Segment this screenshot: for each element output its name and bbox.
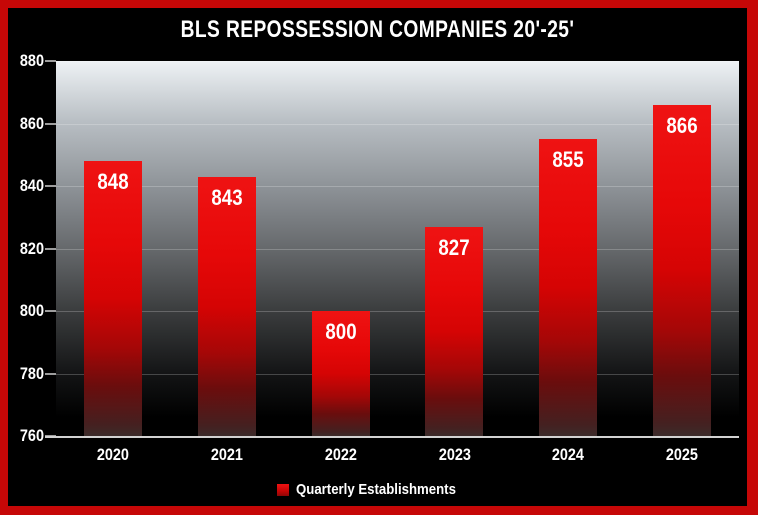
plot-area: [56, 61, 739, 436]
y-axis-label-780: 780: [19, 364, 44, 383]
y-axis-label-820: 820: [19, 239, 44, 258]
y-tick-880: [45, 60, 56, 62]
gridline-800: [56, 311, 739, 312]
y-tick-840: [45, 185, 56, 187]
gridline-840: [56, 186, 739, 187]
x-axis-label-2020: 2020: [96, 445, 129, 464]
bar-value-label-2024: 855: [552, 147, 584, 173]
gridline-780: [56, 374, 739, 375]
bar-2021: [197, 176, 256, 436]
bar-chart: BLS REPOSSESSION COMPANIES 20'-25' 760 78…: [8, 8, 747, 506]
bar-2020: [83, 161, 142, 436]
y-axis-label-800: 800: [19, 301, 44, 320]
gridline-820: [56, 249, 739, 250]
y-axis-label-840: 840: [19, 176, 44, 195]
legend-marker-square: [277, 484, 290, 496]
y-tick-820: [45, 248, 56, 250]
bar-2022: [311, 311, 370, 436]
x-axis-line: [45, 436, 739, 438]
x-axis-label-2022: 2022: [324, 445, 357, 464]
bar-value-label-2020: 848: [97, 169, 129, 194]
x-axis-label-2021: 2021: [210, 445, 243, 464]
bar-2023: [425, 226, 484, 436]
y-axis-label-760: 760: [19, 426, 44, 445]
y-tick-860: [45, 123, 56, 125]
y-axis-label-860: 860: [19, 114, 44, 133]
bar-2024: [539, 139, 598, 436]
legend: Quarterly Establishments: [8, 482, 747, 498]
y-tick-800: [45, 310, 56, 312]
y-tick-780: [45, 373, 56, 375]
gridline-860: [56, 124, 739, 125]
bar-2025: [653, 104, 712, 437]
y-axis-label-880: 880: [19, 51, 44, 70]
gridline-880: [56, 61, 739, 62]
x-axis-label-2025: 2025: [666, 445, 699, 464]
legend-label: Quarterly Establishments: [296, 481, 457, 498]
x-axis-label-2024: 2024: [552, 445, 585, 464]
bar-value-label-2025: 866: [666, 112, 698, 138]
chart-title: BLS REPOSSESSION COMPANIES 20'-25': [180, 16, 575, 43]
bar-value-label-2022: 800: [324, 319, 357, 344]
bar-value-label-2023: 827: [438, 234, 470, 260]
bar-value-label-2021: 843: [211, 184, 243, 210]
x-axis-label-2023: 2023: [438, 445, 471, 464]
